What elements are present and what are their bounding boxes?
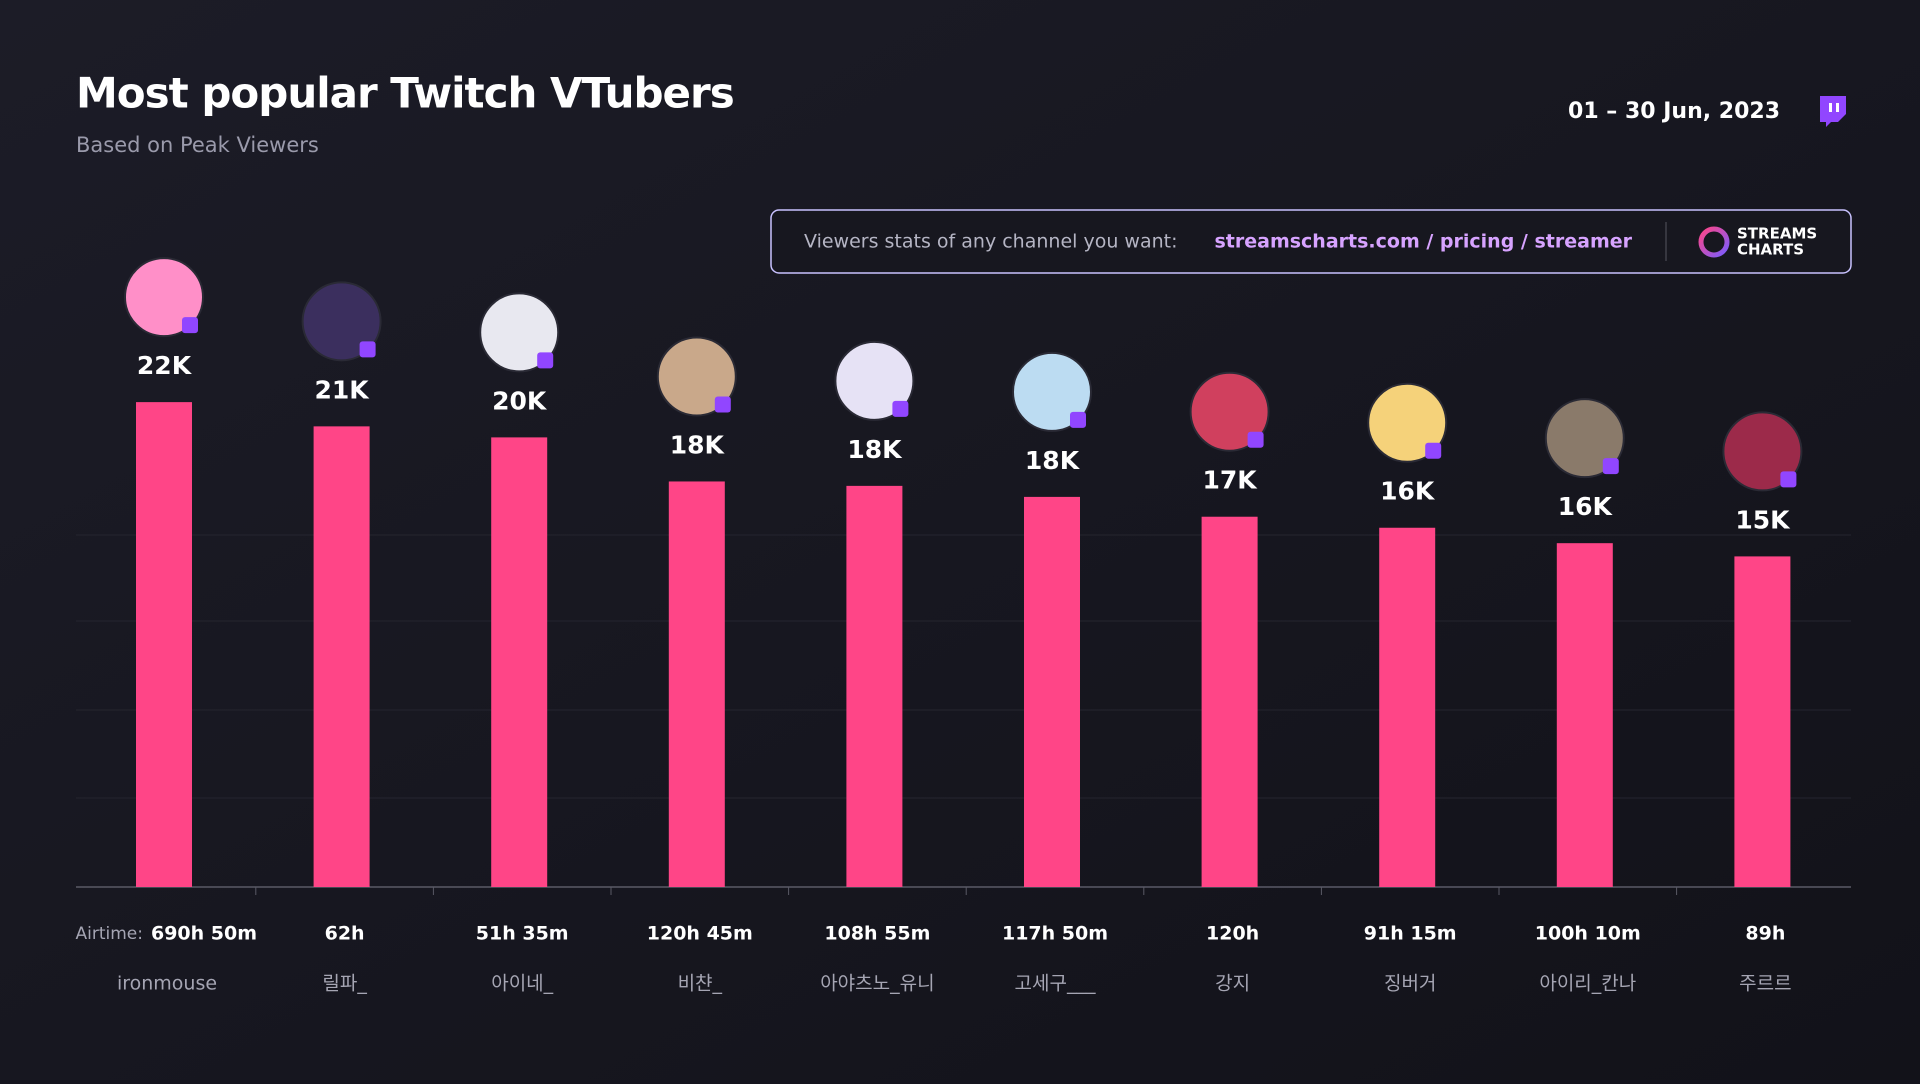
- airtime: 690h 50m: [151, 923, 257, 945]
- airtime: 117h 50m: [1002, 923, 1108, 945]
- avatar: [1012, 351, 1092, 432]
- brand-logo: [1698, 226, 1730, 258]
- avatar: [1189, 371, 1270, 452]
- x-tick-label: ironmouse: [117, 973, 217, 995]
- airtime: 62h: [325, 923, 365, 945]
- twitch-icon: [1820, 96, 1846, 127]
- value-label: 21K: [315, 375, 371, 404]
- x-tick-label: 릴파_: [322, 973, 367, 995]
- chart-title: Most popular Twitch VTubers: [76, 69, 734, 118]
- chart-subtitle: Based on Peak Viewers: [76, 133, 319, 157]
- airtime-label: Airtime:: [76, 924, 143, 944]
- avatar-badge: [537, 352, 554, 369]
- airtime: 91h 15m: [1364, 923, 1457, 945]
- grid-decoration: [76, 534, 1851, 799]
- x-tick-label: 징버거: [1384, 973, 1436, 995]
- bar: [1556, 543, 1613, 887]
- avatar: [1544, 398, 1625, 479]
- value-label: 15K: [1735, 505, 1791, 534]
- airtime: 108h 55m: [824, 923, 930, 945]
- bar: [313, 426, 370, 887]
- bar: [1379, 527, 1436, 887]
- brand-text: STREAMS: [1737, 225, 1817, 243]
- value-label: 18K: [670, 430, 726, 459]
- airtime: 100h 10m: [1535, 923, 1641, 945]
- avatar-badge: [1602, 458, 1619, 475]
- value-label: 18K: [1025, 446, 1081, 475]
- avatar: [834, 340, 915, 421]
- airtime: 89h: [1745, 923, 1785, 945]
- x-tick-label: 비챤_: [678, 973, 723, 995]
- value-label: 18K: [847, 435, 903, 464]
- avatar-badge: [182, 317, 198, 334]
- avatar: [301, 281, 382, 362]
- airtime: 120h 45m: [647, 923, 753, 945]
- bar: [136, 402, 192, 887]
- x-tick-label: 아이리_칸나: [1539, 973, 1636, 995]
- bar: [1024, 496, 1080, 887]
- banner-link[interactable]: streamscharts.com / pricing / streamer: [1214, 231, 1632, 253]
- airtime: 120h: [1206, 923, 1259, 945]
- brand-text: CHARTS: [1737, 241, 1804, 259]
- x-tick-label: 고세구___: [1015, 973, 1096, 995]
- avatar-badge: [1247, 431, 1264, 448]
- value-label: 16K: [1380, 477, 1436, 506]
- avatar-badge: [1780, 471, 1797, 488]
- avatar: [656, 336, 737, 417]
- date-range: 01 – 30 Jun, 2023: [1568, 99, 1780, 124]
- bar: [668, 481, 725, 887]
- avatar-badge: [714, 396, 731, 413]
- avatar: [1367, 382, 1448, 463]
- x-tick-label: 아이네_: [491, 973, 553, 995]
- banner[interactable]: [770, 209, 1852, 274]
- value-label: 22K: [137, 351, 193, 380]
- x-tick-label: 아야츠노_유니: [820, 973, 934, 995]
- value-label: 20K: [492, 386, 548, 415]
- bar: [846, 485, 903, 887]
- avatar-badge: [359, 341, 376, 358]
- avatar: [124, 257, 204, 338]
- airtime: 51h 35m: [476, 923, 569, 945]
- x-tick-label: 주르르: [1739, 973, 1791, 995]
- banner-text: Viewers stats of any channel you want:: [804, 231, 1177, 253]
- x-tick-label: 강지: [1215, 973, 1250, 995]
- avatar: [1722, 411, 1803, 492]
- avatar-badge: [1425, 442, 1442, 459]
- value-label: 16K: [1558, 492, 1614, 521]
- avatar-badge: [892, 400, 909, 417]
- value-label: 17K: [1203, 466, 1259, 495]
- avatar-badge: [1070, 411, 1086, 428]
- bar: [1201, 516, 1258, 887]
- bar: [1734, 556, 1791, 887]
- avatar: [479, 292, 560, 373]
- bar: [491, 437, 548, 887]
